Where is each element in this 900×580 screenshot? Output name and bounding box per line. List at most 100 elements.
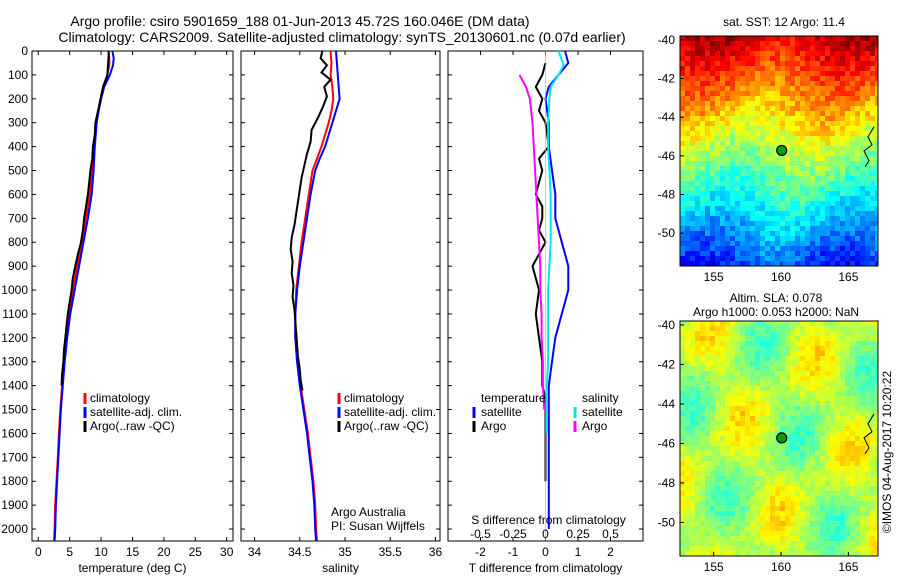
heatmap-cell: [715, 536, 720, 541]
heatmap-cell: [700, 211, 705, 216]
heatmap-cell: [755, 531, 760, 536]
heatmap-cell: [685, 251, 690, 256]
heatmap-cell: [770, 531, 775, 536]
heatmap-cell: [870, 131, 875, 136]
heatmap-cell: [705, 356, 710, 361]
heatmap-cell: [790, 386, 795, 391]
heatmap-cell: [855, 336, 860, 341]
heatmap-cell: [830, 421, 835, 426]
heatmap-cell: [710, 471, 715, 476]
heatmap-cell: [775, 136, 780, 141]
heatmap-cell: [800, 451, 805, 456]
credit-label: ©IMOS 04-Aug-2017 10:20:22: [880, 371, 894, 534]
heatmap-cell: [745, 356, 750, 361]
heatmap-cell: [865, 196, 870, 201]
y-tick-label: 500: [8, 164, 28, 178]
heatmap-cell: [865, 486, 870, 491]
heatmap-cell: [810, 41, 815, 46]
heatmap-cell: [775, 351, 780, 356]
heatmap-cell: [735, 211, 740, 216]
heatmap-cell: [810, 476, 815, 481]
heatmap-cell: [875, 41, 878, 46]
heatmap-cell: [845, 41, 850, 46]
heatmap-cell: [845, 536, 850, 541]
heatmap-cell: [750, 181, 755, 186]
heatmap-cell: [685, 331, 690, 336]
heatmap-cell: [690, 236, 695, 241]
heatmap-cell: [755, 481, 760, 486]
heatmap-cell: [705, 451, 710, 456]
heatmap-cell: [740, 331, 745, 336]
heatmap-cell: [685, 191, 690, 196]
heatmap-cell: [750, 186, 755, 191]
heatmap-cell: [785, 156, 790, 161]
heatmap-cell: [750, 116, 755, 121]
map-y-tick-label: -50: [658, 226, 676, 240]
heatmap-cell: [685, 341, 690, 346]
heatmap-cell: [685, 96, 690, 101]
heatmap-cell: [755, 106, 760, 111]
heatmap-cell: [795, 131, 800, 136]
heatmap-cell: [835, 486, 840, 491]
heatmap-cell: [840, 476, 845, 481]
heatmap-cell: [805, 186, 810, 191]
heatmap-cell: [735, 86, 740, 91]
heatmap-cell: [685, 71, 690, 76]
heatmap-cell: [690, 261, 695, 266]
heatmap-cell: [765, 526, 770, 531]
heatmap-cell: [695, 71, 700, 76]
heatmap-cell: [840, 521, 845, 526]
heatmap-cell: [760, 381, 765, 386]
heatmap-cell: [725, 256, 730, 261]
heatmap-cell: [695, 66, 700, 71]
heatmap-cell: [685, 81, 690, 86]
heatmap-cell: [855, 61, 860, 66]
heatmap-cell: [785, 326, 790, 331]
heatmap-cell: [700, 116, 705, 121]
heatmap-cell: [705, 351, 710, 356]
heatmap-cell: [860, 91, 865, 96]
heatmap-cell: [875, 381, 878, 386]
heatmap-cell: [680, 386, 685, 391]
heatmap-cell: [710, 246, 715, 251]
heatmap-cell: [835, 61, 840, 66]
top-tick-label: -0.5: [470, 527, 491, 541]
heatmap-cell: [850, 216, 855, 221]
heatmap-cell: [780, 336, 785, 341]
heatmap-cell: [705, 201, 710, 206]
heatmap-cell: [760, 426, 765, 431]
heatmap-cell: [695, 61, 700, 66]
heatmap-cell: [870, 381, 875, 386]
heatmap-cell: [830, 381, 835, 386]
heatmap-cell: [725, 76, 730, 81]
heatmap-cell: [820, 456, 825, 461]
heatmap-cell: [770, 126, 775, 131]
heatmap-cell: [695, 261, 700, 266]
heatmap-cell: [875, 441, 878, 446]
heatmap-cell: [815, 451, 820, 456]
heatmap-cell: [845, 81, 850, 86]
heatmap-cell: [705, 511, 710, 516]
heatmap-cell: [750, 106, 755, 111]
heatmap-cell: [730, 466, 735, 471]
heatmap-cell: [710, 336, 715, 341]
heatmap-cell: [870, 106, 875, 111]
heatmap-cell: [805, 516, 810, 521]
heatmap-cell: [770, 61, 775, 66]
heatmap-cell: [840, 381, 845, 386]
heatmap-cell: [800, 461, 805, 466]
heatmap-cell: [800, 106, 805, 111]
heatmap-cell: [820, 151, 825, 156]
heatmap-cell: [860, 36, 865, 41]
heatmap-cell: [700, 451, 705, 456]
heatmap-cell: [845, 136, 850, 141]
heatmap-cell: [750, 46, 755, 51]
heatmap-cell: [735, 421, 740, 426]
heatmap-cell: [785, 426, 790, 431]
heatmap-cell: [755, 181, 760, 186]
heatmap-cell: [755, 466, 760, 471]
heatmap-cell: [780, 481, 785, 486]
heatmap-cell: [700, 106, 705, 111]
map-title: Argo h1000: 0.053 h2000: NaN: [693, 305, 859, 319]
